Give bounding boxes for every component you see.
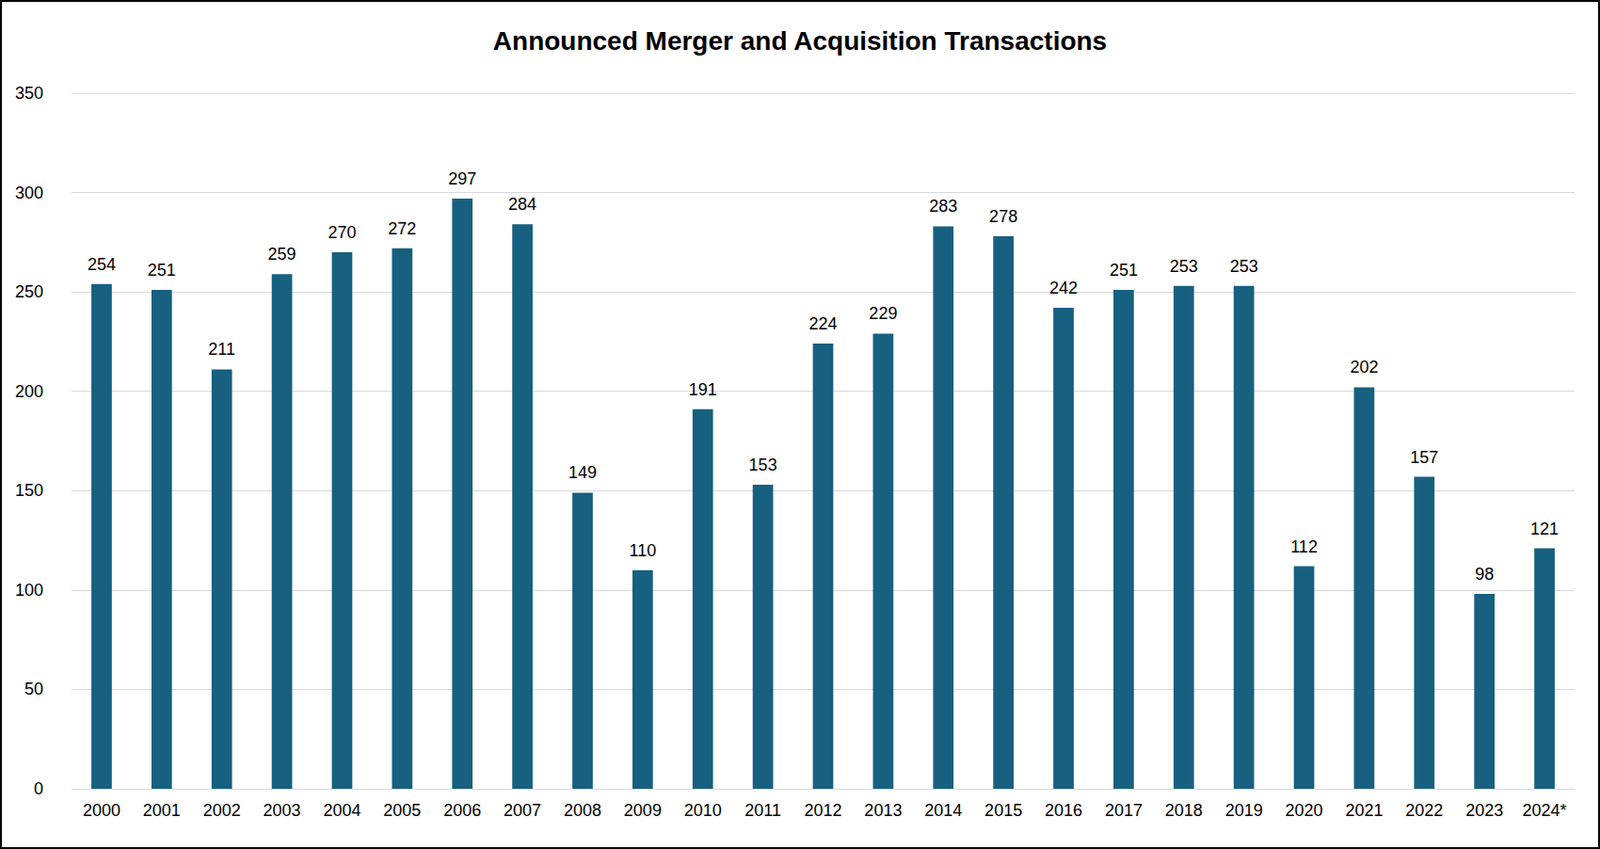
svg-text:2001: 2001	[143, 800, 181, 820]
svg-text:2002: 2002	[203, 800, 241, 820]
svg-text:2016: 2016	[1044, 800, 1083, 820]
svg-text:2017: 2017	[1104, 800, 1143, 820]
svg-text:224: 224	[808, 314, 837, 334]
svg-text:297: 297	[448, 169, 477, 189]
svg-text:2018: 2018	[1165, 800, 1203, 820]
svg-text:200: 200	[15, 382, 44, 401]
svg-text:2008: 2008	[563, 800, 602, 820]
svg-text:157: 157	[1409, 448, 1439, 467]
svg-text:2023: 2023	[1465, 800, 1504, 820]
svg-text:2005: 2005	[383, 800, 421, 820]
svg-text:259: 259	[268, 244, 297, 264]
svg-text:98: 98	[1474, 564, 1494, 584]
svg-text:150: 150	[15, 480, 44, 500]
svg-text:2003: 2003	[263, 800, 302, 820]
svg-text:2000: 2000	[82, 800, 121, 820]
svg-text:2020: 2020	[1285, 800, 1324, 820]
svg-text:100: 100	[15, 580, 44, 600]
svg-text:2006: 2006	[443, 800, 481, 820]
svg-text:2004: 2004	[322, 800, 361, 820]
svg-text:350: 350	[15, 83, 44, 103]
svg-text:191: 191	[688, 380, 718, 400]
svg-text:2010: 2010	[684, 800, 722, 820]
svg-text:283: 283	[928, 196, 958, 216]
svg-text:2013: 2013	[864, 800, 902, 820]
svg-text:2007: 2007	[503, 800, 542, 820]
svg-text:278: 278	[989, 207, 1018, 226]
svg-text:284: 284	[508, 194, 537, 214]
svg-text:0: 0	[33, 779, 44, 799]
svg-text:250: 250	[15, 282, 44, 302]
svg-text:2011: 2011	[744, 800, 782, 820]
svg-text:2022: 2022	[1405, 800, 1443, 820]
svg-text:300: 300	[15, 183, 44, 203]
svg-text:253: 253	[1169, 256, 1199, 276]
svg-text:50: 50	[24, 679, 44, 699]
svg-text:211: 211	[208, 339, 236, 359]
svg-text:2021: 2021	[1344, 800, 1383, 820]
svg-text:242: 242	[1049, 278, 1078, 298]
svg-text:253: 253	[1230, 256, 1259, 276]
svg-text:2009: 2009	[624, 800, 662, 820]
svg-text:153: 153	[749, 455, 778, 475]
svg-text:270: 270	[327, 223, 356, 242]
svg-text:149: 149	[568, 463, 597, 482]
svg-text:110: 110	[629, 541, 657, 560]
svg-text:2014: 2014	[924, 800, 962, 820]
svg-text:2012: 2012	[803, 800, 842, 820]
svg-text:272: 272	[387, 219, 416, 239]
svg-text:229: 229	[868, 304, 897, 323]
svg-text:Announced Merger and Acquisiti: Announced Merger and Acquisition Transac…	[493, 26, 1107, 56]
svg-text:112: 112	[1290, 537, 1318, 557]
svg-text:2024*: 2024*	[1522, 800, 1568, 820]
svg-text:202: 202	[1349, 357, 1378, 377]
svg-text:251: 251	[147, 260, 176, 280]
svg-text:254: 254	[87, 255, 116, 274]
svg-text:2019: 2019	[1225, 800, 1264, 820]
svg-text:121: 121	[1530, 519, 1559, 539]
svg-text:251: 251	[1109, 260, 1138, 280]
svg-text:2015: 2015	[984, 800, 1023, 820]
